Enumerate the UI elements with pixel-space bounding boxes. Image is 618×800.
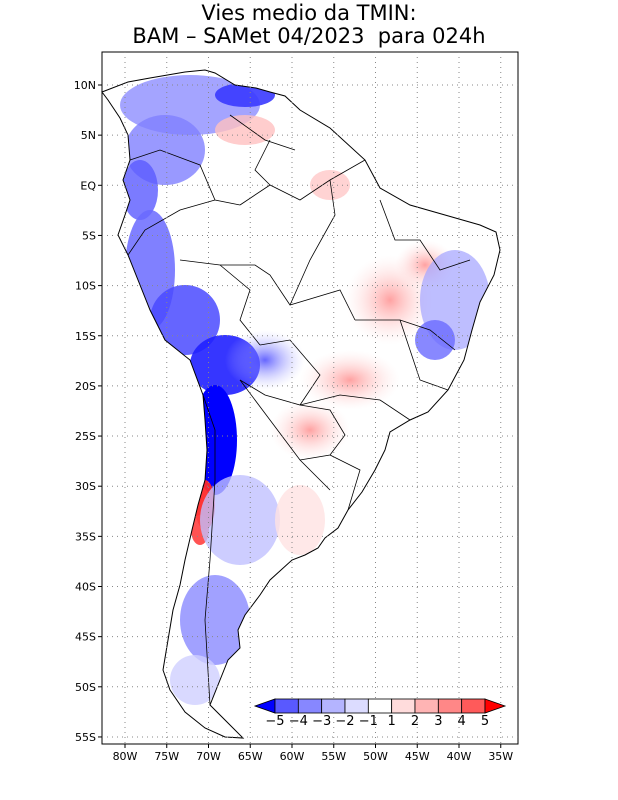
colorbar-label: 3: [434, 714, 442, 729]
lon-label: 65W: [238, 750, 263, 763]
lon-label: 70W: [196, 750, 221, 763]
colorbar-label: −2: [335, 714, 354, 729]
colorbar-label: 1: [388, 714, 396, 729]
lat-label: 10S: [75, 280, 96, 293]
lat-label: 15S: [75, 330, 96, 343]
colorbar-box: [414, 698, 439, 714]
colorbar: −5 −4 −3 −2 −1 1 2 3 4 5: [253, 698, 507, 729]
lat-label: EQ: [80, 179, 96, 192]
colorbar-box: [391, 698, 416, 714]
colorbar-label: −4: [289, 714, 308, 729]
lat-label: 20S: [75, 380, 96, 393]
colorbar-arrow-right: [484, 698, 507, 714]
longitude-labels: 80W 75W 70W 65W 60W 55W 50W 45W 40W 35W: [113, 744, 513, 763]
colorbar-label: −3: [312, 714, 331, 729]
colorbar-label: 4: [458, 714, 466, 729]
map-title: Vies medio da TMIN: BAM – SAMet 04/2023 …: [0, 2, 618, 48]
colorbar-box: [461, 698, 486, 714]
colorbar-label: −5: [265, 714, 284, 729]
colorbar-label: −1: [359, 714, 378, 729]
lat-label: 5N: [81, 129, 96, 142]
title-line-1: Vies medio da TMIN:: [201, 1, 417, 25]
latitude-labels: 10N 5N EQ 5S 10S 15S 20S 25S 30S 35S 40S 45S 50S 55S: [74, 79, 102, 744]
lat-label: 30S: [75, 480, 96, 493]
colorbar-box: [437, 698, 463, 714]
lon-label: 75W: [154, 750, 179, 763]
colorbar-box: [367, 698, 393, 714]
lon-label: 60W: [280, 750, 305, 763]
lat-label: 50S: [75, 681, 96, 694]
lon-label: 55W: [321, 750, 346, 763]
lat-label: 5S: [82, 229, 96, 242]
colorbar-box: [297, 698, 323, 714]
lon-label: 80W: [113, 750, 138, 763]
lat-label: 55S: [75, 731, 96, 744]
title-line-2: BAM – SAMet 04/2023 para 024h: [132, 24, 486, 48]
graticule: [102, 52, 518, 744]
colorbar-box: [344, 698, 369, 714]
lat-label: 10N: [74, 79, 96, 92]
lon-label: 35W: [488, 750, 513, 763]
lat-label: 45S: [75, 631, 96, 644]
coastline: [101, 69, 501, 739]
lat-label: 40S: [75, 581, 96, 594]
colorbar-label: 5: [481, 714, 489, 729]
colorbar-box: [321, 698, 346, 714]
lon-label: 45W: [405, 750, 430, 763]
colorbar-box: [274, 698, 299, 714]
country-borders: [127, 114, 471, 706]
lat-label: 25S: [75, 430, 96, 443]
lat-label: 35S: [75, 530, 96, 543]
colorbar-label: 2: [411, 714, 419, 729]
lon-label: 40W: [447, 750, 472, 763]
lon-label: 50W: [363, 750, 388, 763]
